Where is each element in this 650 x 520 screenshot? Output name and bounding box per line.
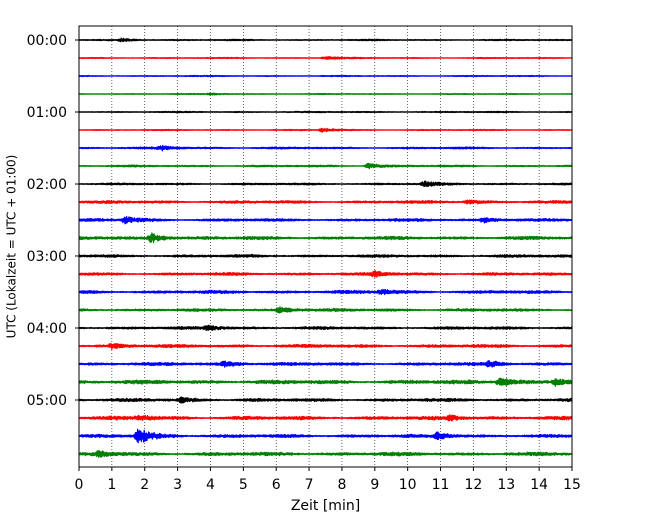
y-tick-label: 00:00 xyxy=(27,33,67,49)
trace-0230 xyxy=(78,215,573,225)
x-tick-label: 12 xyxy=(464,477,482,493)
trace-0115 xyxy=(78,127,573,133)
y-tick-label: 01:00 xyxy=(27,105,67,121)
trace-0100 xyxy=(78,110,573,114)
x-tick-label: 9 xyxy=(370,477,379,493)
trace-0015 xyxy=(78,55,573,60)
x-axis-label: Zeit [min] xyxy=(291,498,360,514)
trace-0215 xyxy=(78,199,573,205)
x-tick-label: 10 xyxy=(399,477,417,493)
y-tick-label: 05:00 xyxy=(27,393,67,409)
x-tick-label: 5 xyxy=(239,477,248,493)
x-tick-label: 15 xyxy=(563,477,581,493)
y-tick-label: 04:00 xyxy=(27,321,67,337)
trace-0130 xyxy=(78,144,573,152)
trace-0500 xyxy=(78,396,573,404)
trace-0045 xyxy=(78,92,573,96)
trace-0545 xyxy=(78,450,573,458)
trace-0415 xyxy=(78,343,573,350)
trace-0200 xyxy=(78,180,573,188)
trace-0430 xyxy=(78,360,573,368)
x-tick-label: 6 xyxy=(272,477,281,493)
trace-0530 xyxy=(78,428,573,444)
trace-0030 xyxy=(78,74,573,78)
x-tick-label: 3 xyxy=(173,477,182,493)
trace-0515 xyxy=(78,414,573,422)
x-tick-label: 13 xyxy=(497,477,515,493)
trace-0300 xyxy=(78,253,573,259)
y-axis-label: UTC (Lokalzeit = UTC + 01:00) xyxy=(5,155,19,339)
trace-0345 xyxy=(78,306,573,314)
x-tick-label: 1 xyxy=(107,477,116,493)
x-axis-ticks: 0 1 2 3 4 5 6 7 8 9 10 11 12 13 14 15 xyxy=(75,467,581,493)
x-tick-label: 11 xyxy=(432,477,450,493)
trace-0445 xyxy=(78,377,573,387)
x-tick-label: 4 xyxy=(206,477,215,493)
trace-0400 xyxy=(78,324,573,331)
y-tick-label: 03:00 xyxy=(27,249,67,265)
trace-0145 xyxy=(78,162,573,170)
trace-0000 xyxy=(78,37,573,43)
trace-0245 xyxy=(78,232,573,244)
trace-0330 xyxy=(78,289,573,296)
y-axis-ticks: 00:00 01:00 02:00 03:00 04:00 05:00 xyxy=(27,33,79,409)
seismic-traces xyxy=(78,37,573,458)
trace-0315 xyxy=(78,270,573,278)
x-tick-label: 8 xyxy=(337,477,346,493)
x-tick-label: 0 xyxy=(75,477,84,493)
x-tick-label: 7 xyxy=(305,477,314,493)
x-tick-label: 2 xyxy=(140,477,149,493)
plot-frame xyxy=(78,25,573,468)
x-tick-label: 14 xyxy=(530,477,548,493)
y-tick-label: 02:00 xyxy=(27,177,67,193)
